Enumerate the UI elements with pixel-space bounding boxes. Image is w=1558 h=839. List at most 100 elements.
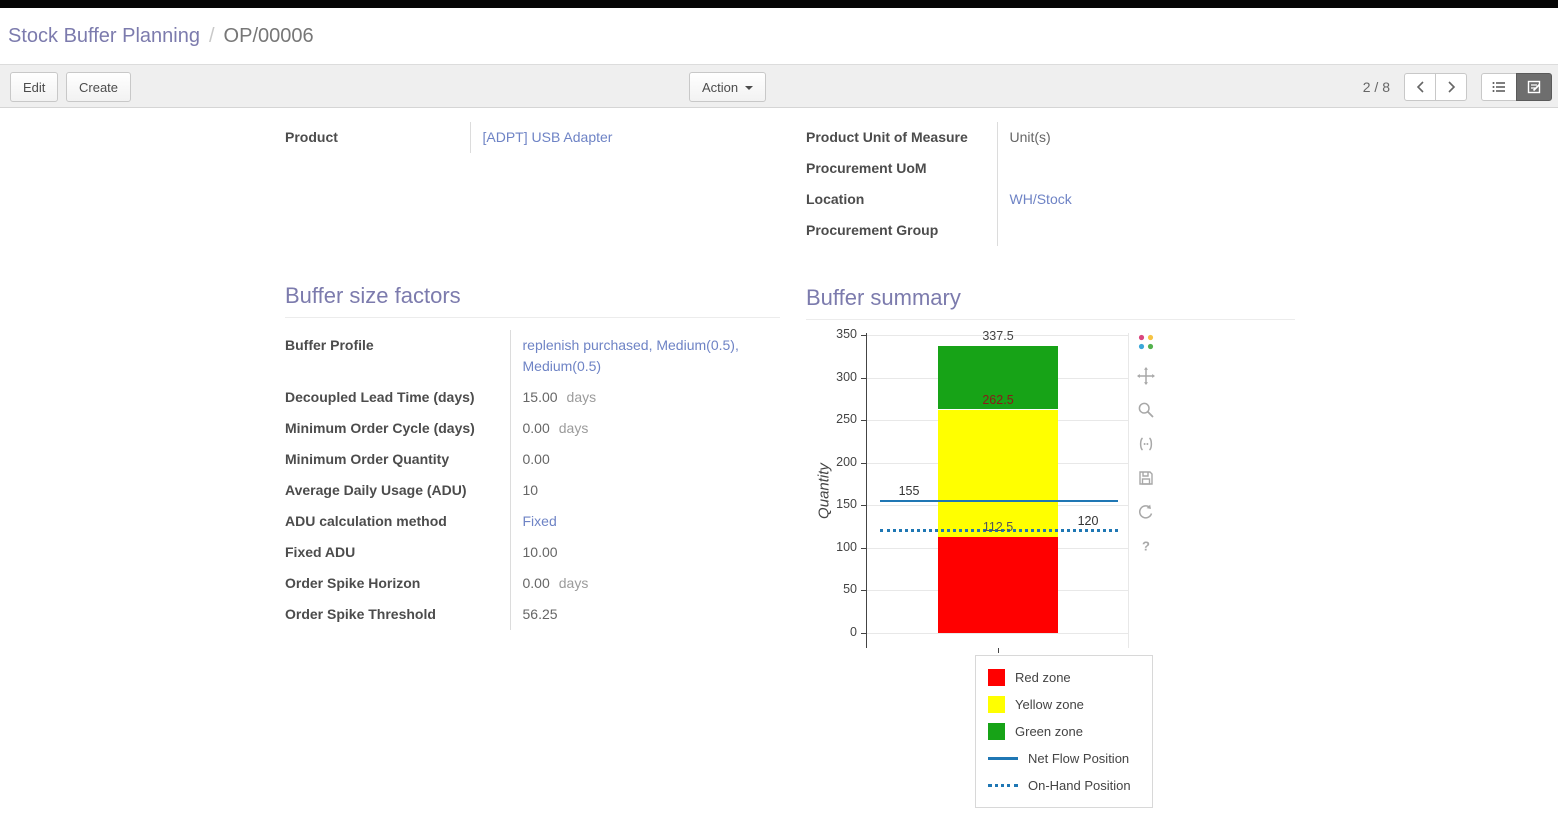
field-table: Buffer Profile replenish purchased, Mediu… <box>285 330 780 630</box>
y-axis-title: Quantity <box>815 462 833 519</box>
field-row: Location WH/Stock <box>806 184 1295 215</box>
chart-annotation: 262.5 <box>982 392 1014 407</box>
pager-nav <box>1404 73 1467 101</box>
field-value: 10 <box>510 475 780 506</box>
field-row: Minimum Order Cycle (days) 0.00 days <box>285 413 780 444</box>
pager-next-button[interactable] <box>1435 73 1467 101</box>
legend-item-on-hand-position[interactable]: On-Hand Position <box>976 772 1152 799</box>
field-link[interactable]: WH/Stock <box>1009 191 1072 207</box>
breadcrumb: Stock Buffer Planning / OP/00006 <box>0 8 1558 64</box>
field-row: Decoupled Lead Time (days) 15.00 days <box>285 382 780 413</box>
y-tick-mark <box>861 590 866 592</box>
legend-label: Net Flow Position <box>1028 751 1130 766</box>
y-tick-label: 100 <box>836 539 857 554</box>
save-icon[interactable] <box>1137 469 1157 489</box>
field-link[interactable]: [ADPT] USB Adapter <box>482 129 613 145</box>
legend-label: On-Hand Position <box>1028 778 1131 793</box>
field-label: Location <box>806 184 998 215</box>
list-view-button[interactable] <box>1481 73 1517 101</box>
field-suffix: days <box>558 575 589 591</box>
field-table: Product Unit of Measure Unit(s) Procuremen… <box>806 122 1295 246</box>
y-tick-mark <box>861 420 866 422</box>
legend-item-net-flow-position[interactable]: Net Flow Position <box>976 745 1152 772</box>
list-icon <box>1492 82 1505 92</box>
chart-annotation: 337.5 <box>982 328 1014 343</box>
field-link[interactable]: Fixed <box>522 513 557 529</box>
legend-item-green-zone[interactable]: Green zone <box>976 718 1152 745</box>
breadcrumb-current: OP/00006 <box>223 24 314 47</box>
red-zone-swatch <box>988 669 1005 686</box>
net-flow-position-swatch <box>988 757 1018 760</box>
create-button[interactable]: Create <box>66 72 132 102</box>
field-value: [ADPT] USB Adapter <box>470 122 780 153</box>
pager-value: 2 / 8 <box>1362 79 1390 95</box>
edit-button[interactable]: Edit <box>10 72 59 102</box>
action-dropdown-button[interactable]: Action <box>689 72 767 102</box>
y-tick-mark <box>861 335 866 336</box>
legend-item-red-zone[interactable]: Red zone <box>976 664 1152 691</box>
chart-annotation: 120 <box>1077 513 1099 528</box>
view-switcher <box>1481 73 1552 101</box>
y-tick-mark <box>861 377 866 379</box>
gridline <box>867 335 1128 336</box>
chart-legend: Red zone Yellow zone Green zone Net Flow Po… <box>975 655 1153 808</box>
field-label: Buffer Profile <box>285 330 511 382</box>
product-field-group: Product [ADPT] USB Adapter <box>285 122 780 153</box>
chart-modebar: ? <box>1137 333 1157 557</box>
field-row: Minimum Order Quantity 0.00 <box>285 444 780 475</box>
field-row: Product [ADPT] USB Adapter <box>285 122 780 153</box>
field-label: Procurement UoM <box>806 153 998 184</box>
plotly-logo-icon[interactable] <box>1137 333 1157 353</box>
on-hand-position-line <box>880 529 1118 533</box>
breadcrumb-parent-link[interactable]: Stock Buffer Planning <box>8 24 200 47</box>
field-label: Minimum Order Quantity <box>285 444 511 475</box>
field-label: Procurement Group <box>806 215 998 246</box>
field-suffix: days <box>566 389 597 405</box>
field-label: Product <box>285 122 471 153</box>
field-value: WH/Stock <box>997 184 1295 215</box>
yellow-zone-bar <box>938 409 1058 538</box>
field-suffix: days <box>558 420 589 436</box>
y-tick-mark <box>861 462 866 464</box>
field-row: Order Spike Horizon 0.00 days <box>285 568 780 599</box>
chevron-right-icon <box>1447 81 1455 93</box>
zoom-icon[interactable] <box>1137 401 1157 421</box>
field-row: Procurement Group <box>806 215 1295 246</box>
chart-annotation: 112.5 <box>982 520 1014 535</box>
green-zone-bar <box>938 345 1058 410</box>
autoscale-icon[interactable] <box>1137 435 1157 455</box>
field-label: Fixed ADU <box>285 537 511 568</box>
pager-previous-button[interactable] <box>1404 73 1436 101</box>
top-menubar <box>0 0 1558 8</box>
y-tick-label: 200 <box>836 454 857 469</box>
legend-item-yellow-zone[interactable]: Yellow zone <box>976 691 1152 718</box>
buffer-size-factors-title: Buffer size factors <box>285 283 780 318</box>
plot-right-border <box>1128 333 1129 648</box>
field-row: Fixed ADU 10.00 <box>285 537 780 568</box>
field-link[interactable]: replenish purchased, Medium(0.5), Medium… <box>522 337 739 374</box>
y-tick-label: 350 <box>836 327 857 341</box>
y-tick-label: 300 <box>836 369 857 384</box>
help-icon[interactable]: ? <box>1137 537 1157 557</box>
x-tick-mark <box>998 648 999 653</box>
breadcrumb-separator: / <box>208 24 215 47</box>
caret-down-icon <box>745 86 754 91</box>
pager: 2 / 8 <box>1363 72 1552 102</box>
field-label: Minimum Order Cycle (days) <box>285 413 511 444</box>
field-value-text: Unit(s) <box>1009 129 1051 145</box>
yellow-zone-swatch <box>988 696 1005 713</box>
field-row: Buffer Profile replenish purchased, Mediu… <box>285 330 780 382</box>
y-tick-label: 250 <box>836 412 857 427</box>
y-tick-mark <box>861 505 866 507</box>
y-tick-mark <box>861 633 866 634</box>
field-value: 15.00 days <box>510 382 780 413</box>
reset-axes-icon[interactable] <box>1137 503 1157 523</box>
form-icon <box>1527 80 1541 94</box>
chevron-left-icon <box>1416 81 1424 93</box>
field-row: Average Daily Usage (ADU) 10 <box>285 475 780 506</box>
pan-icon[interactable] <box>1137 367 1157 387</box>
control-panel: Edit Create Action 2 / 8 <box>0 64 1558 108</box>
field-value: 0.00 days <box>510 568 780 599</box>
form-view-button[interactable] <box>1516 73 1552 101</box>
